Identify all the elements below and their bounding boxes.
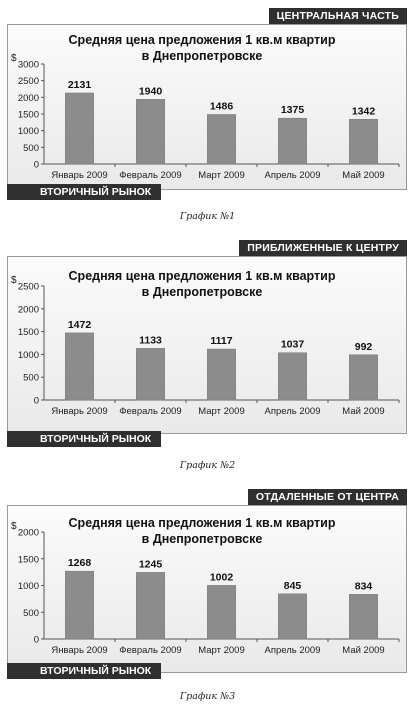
y-tick-label: 1000 — [18, 581, 39, 592]
chart-panel-3: ОТДАЛЕННЫЕ ОТ ЦЕНТРА Средняя цена предло… — [7, 489, 407, 689]
bar — [278, 117, 307, 165]
bar — [65, 332, 94, 401]
chart-subtitle: в Днепропетровске — [141, 532, 263, 546]
bar-chart-1: $0 500 1000 1500 2000 2500 3000 2131 Январь 2009… — [11, 53, 400, 181]
chart-panel-1: ЦЕНТРАЛЬНАЯ ЧАСТЬ Средняя цена предложен… — [7, 4, 407, 224]
y-tick-label: 500 — [23, 608, 39, 619]
chart-title-block: Средняя цена предложения 1 кв.м квартир … — [7, 32, 397, 64]
y-tick-label: 2500 — [18, 282, 39, 293]
x-tick-label: Февраль 2009 — [119, 406, 181, 417]
x-tick-label: Май 2009 — [342, 170, 384, 181]
y-tick-label: 3000 — [18, 60, 39, 71]
x-tick-label: Апрель 2009 — [265, 170, 321, 181]
x-tick-label: Апрель 2009 — [265, 645, 321, 656]
chart-subtitle: в Днепропетровске — [141, 49, 263, 63]
chart-title-block: Средняя цена предложения 1 кв.м квартир … — [7, 515, 397, 547]
x-tick-label: Январь 2009 — [51, 406, 107, 417]
chart-title-block: Средняя цена предложения 1 кв.м квартир … — [7, 268, 397, 300]
y-axis-label: $ — [11, 275, 17, 286]
bar — [278, 352, 307, 401]
bar-value-label: 1245 — [139, 558, 163, 570]
y-tick-label: 0 — [34, 635, 39, 646]
chart-title: Средняя цена предложения 1 кв.м квартир — [68, 269, 336, 283]
x-tick-label: Май 2009 — [342, 406, 384, 417]
y-axis-label: $ — [11, 521, 17, 532]
bar — [207, 348, 236, 401]
x-tick-label: Февраль 2009 — [119, 170, 181, 181]
bar — [349, 119, 378, 165]
y-tick-label: 0 — [34, 396, 39, 407]
chart-subtitle: в Днепропетровске — [141, 285, 263, 299]
chart-title: Средняя цена предложения 1 кв.м квартир — [68, 516, 336, 530]
region-tag: ПРИБЛИЖЕННЫЕ К ЦЕНТРУ — [239, 240, 407, 256]
bar-value-label: 1117 — [210, 335, 232, 347]
y-tick-label: 1500 — [18, 327, 39, 338]
y-tick-label: 500 — [23, 373, 39, 384]
chart-title: Средняя цена предложения 1 кв.м квартир — [68, 33, 336, 47]
market-tag: ВТОРИЧНЫЙ РЫНОК — [7, 431, 162, 447]
bar-value-label: 2131 — [68, 79, 92, 91]
chart-panel-2: ПРИБЛИЖЕННЫЕ К ЦЕНТРУ Средняя цена предл… — [7, 240, 407, 460]
x-tick-label: Февраль 2009 — [119, 645, 181, 656]
y-tick-label: 0 — [34, 160, 39, 171]
bar-value-label: 992 — [355, 341, 373, 353]
bar-value-label: 1342 — [352, 105, 376, 117]
region-tag: ЦЕНТРАЛЬНАЯ ЧАСТЬ — [268, 8, 407, 24]
bar-value-label: 1472 — [68, 319, 92, 331]
market-tag: ВТОРИЧНЫЙ РЫНОК — [7, 663, 162, 679]
x-tick-label: Май 2009 — [342, 645, 384, 656]
x-tick-label: Январь 2009 — [51, 645, 107, 656]
y-tick-label: 1000 — [18, 126, 39, 137]
bar-value-label: 1375 — [281, 104, 305, 116]
bar-value-label: 1133 — [139, 334, 162, 346]
y-tick-label: 2000 — [18, 93, 39, 104]
bar-value-label: 1002 — [210, 571, 234, 583]
y-axis-label: $ — [11, 53, 17, 64]
bar — [136, 348, 165, 401]
bar — [207, 114, 236, 165]
bar-chart-3: $0 500 1000 1500 2000 1268 Январь 2009 1245 Февр… — [11, 521, 400, 656]
bar — [207, 585, 236, 640]
x-tick-label: Январь 2009 — [51, 170, 107, 181]
chart-caption-2: График №2 — [179, 460, 236, 471]
y-tick-label: 1500 — [18, 110, 39, 121]
y-tick-label: 2000 — [18, 304, 39, 315]
bar — [278, 593, 307, 640]
x-tick-label: Апрель 2009 — [265, 406, 321, 417]
bar — [136, 572, 165, 640]
y-tick-label: 500 — [23, 143, 39, 154]
bar — [65, 92, 94, 165]
bar-value-label: 1268 — [68, 557, 92, 569]
y-tick-label: 1000 — [18, 350, 39, 361]
bar — [65, 570, 94, 640]
y-tick-label: 1500 — [18, 554, 39, 565]
region-tag: ОТДАЛЕННЫЕ ОТ ЦЕНТРА — [247, 489, 407, 505]
y-tick-label: 2500 — [18, 76, 39, 87]
bar-value-label: 1940 — [139, 85, 163, 97]
bar-value-label: 1037 — [281, 339, 305, 351]
bar-value-label: 1486 — [210, 100, 234, 112]
bar-value-label: 845 — [284, 580, 302, 592]
bar — [349, 594, 378, 640]
chart-caption-1: График №1 — [179, 211, 236, 222]
bar-value-label: 834 — [355, 580, 373, 592]
y-tick-label: 2000 — [18, 528, 39, 539]
x-tick-label: Март 2009 — [198, 170, 245, 181]
market-tag: ВТОРИЧНЫЙ РЫНОК — [7, 184, 162, 200]
bar — [349, 354, 378, 401]
bar — [136, 99, 165, 165]
bar-chart-2: $0 500 1000 1500 2000 2500 1472 Январь 2009 1133… — [11, 275, 400, 417]
chart-caption-3: График №3 — [179, 691, 236, 702]
x-tick-label: Март 2009 — [198, 406, 245, 417]
x-tick-label: Март 2009 — [198, 645, 245, 656]
